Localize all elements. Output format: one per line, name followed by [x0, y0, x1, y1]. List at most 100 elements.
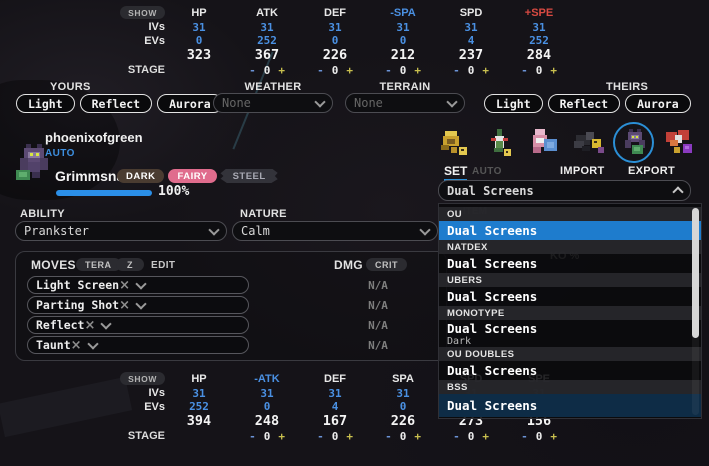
stage-plus-button[interactable]: + — [346, 63, 353, 77]
ev-hp[interactable]: 252 — [189, 400, 209, 413]
type-badge-dark: DARK — [117, 169, 165, 183]
set-auto-toggle[interactable]: AUTO — [472, 166, 502, 177]
ev-spd[interactable]: 4 — [467, 34, 475, 47]
move-select-2[interactable]: Parting Shot × — [27, 296, 249, 314]
dropdown-option-monotype-dual-screens[interactable]: Dual Screens Dark — [439, 320, 701, 347]
stage-minus-button[interactable]: - — [521, 63, 528, 77]
move-select-1[interactable]: Light Screen × — [27, 276, 249, 294]
stage-plus-button[interactable]: + — [550, 429, 557, 443]
player-auto-toggle[interactable]: AUTO — [45, 148, 75, 159]
move-damage-1: N/A — [368, 279, 388, 292]
theirs-label: THEIRS — [606, 81, 649, 93]
import-button[interactable]: IMPORT — [560, 165, 605, 177]
dropdown-option-bss-dual-screens[interactable]: Dual Screens — [439, 394, 701, 417]
stage-value: 0 — [331, 63, 339, 77]
z-move-toggle[interactable]: Z — [116, 258, 144, 271]
yours-reflect-button[interactable]: Reflect — [79, 94, 153, 113]
move-damage-3: N/A — [368, 319, 388, 332]
iv-def[interactable]: 31 — [328, 386, 342, 400]
option-label: Dual Screens — [447, 256, 538, 271]
tera-toggle[interactable]: TERA — [76, 258, 121, 271]
ev-atk[interactable]: 252 — [257, 34, 277, 47]
nature-select[interactable]: Calm — [232, 221, 438, 241]
iv-hp[interactable]: 31 — [192, 386, 206, 400]
pokemon-name: Grimmsnarl — [55, 168, 134, 184]
dropdown-option-natdex-dual-screens[interactable]: Dual Screens — [439, 254, 701, 273]
export-button[interactable]: EXPORT — [628, 165, 676, 177]
stat-header-def: DEF — [324, 372, 346, 385]
team-slot-2[interactable] — [477, 122, 522, 164]
ability-select[interactable]: Prankster — [15, 221, 227, 241]
tab-set[interactable]: SET — [444, 164, 468, 181]
evs-label: EVs — [144, 34, 165, 47]
stage-minus-button[interactable]: - — [385, 429, 392, 443]
ev-def[interactable]: 4 — [331, 400, 339, 413]
stage-plus-button[interactable]: + — [346, 429, 353, 443]
stage-plus-button[interactable]: + — [278, 429, 285, 443]
weather-select[interactable]: None — [213, 93, 333, 113]
clear-move-icon[interactable]: × — [119, 297, 130, 313]
stage-value: 0 — [535, 429, 543, 443]
clear-move-icon[interactable]: × — [119, 277, 130, 293]
stage-minus-button[interactable]: - — [249, 63, 256, 77]
stage-minus-button[interactable]: - — [521, 429, 528, 443]
stage-minus-button[interactable]: - — [317, 63, 324, 77]
yours-light-screen-button[interactable]: Light — [16, 94, 75, 113]
dropdown-group-natdex: NATDEX — [439, 240, 701, 254]
iv-spa[interactable]: 31 — [396, 386, 410, 400]
chevron-down-icon — [446, 95, 458, 108]
theirs-reflect-button[interactable]: Reflect — [547, 94, 621, 113]
stage-value: 0 — [399, 63, 407, 77]
stage-minus-button[interactable]: - — [385, 63, 392, 77]
set-selected-value: Dual Screens — [447, 183, 534, 198]
terrain-select[interactable]: None — [345, 93, 465, 113]
stage-minus-button[interactable]: - — [453, 429, 460, 443]
player-name: phoenixofgreen — [45, 130, 143, 145]
theirs-light-screen-button[interactable]: Light — [484, 94, 543, 113]
iv-def[interactable]: 31 — [328, 20, 342, 34]
iv-spd[interactable]: 31 — [464, 20, 478, 34]
stage-plus-button[interactable]: + — [550, 63, 557, 77]
iv-spe[interactable]: 31 — [532, 20, 546, 34]
move-select-3[interactable]: Reflect × — [27, 316, 249, 334]
team-slot-5[interactable] — [612, 122, 657, 164]
ivs-label: IVs — [148, 21, 165, 33]
stage-plus-button[interactable]: + — [482, 63, 489, 77]
ev-spa[interactable]: 0 — [399, 34, 407, 47]
dropdown-option-ou-dual-screens[interactable]: Dual Screens — [439, 221, 701, 240]
dropdown-option-ubers-dual-screens[interactable]: Dual Screens — [439, 287, 701, 306]
ev-hp[interactable]: 0 — [195, 34, 203, 47]
ev-spa[interactable]: 0 — [399, 400, 407, 413]
dropdown-scrollbar-thumb[interactable] — [692, 208, 699, 338]
stage-minus-button[interactable]: - — [249, 429, 256, 443]
ev-spe[interactable]: 252 — [529, 34, 549, 47]
edit-button[interactable]: EDIT — [151, 260, 176, 271]
clear-move-icon[interactable]: × — [70, 337, 82, 353]
team-slot-4[interactable] — [567, 122, 612, 164]
move-select-4[interactable]: Taunt × — [27, 336, 249, 354]
iv-spa[interactable]: 31 — [396, 20, 410, 34]
iv-hp[interactable]: 31 — [192, 20, 206, 34]
team-slot-3[interactable] — [522, 122, 567, 164]
stage-plus-button[interactable]: + — [278, 63, 285, 77]
stage-minus-button[interactable]: - — [453, 63, 460, 77]
crit-toggle[interactable]: CRIT — [366, 258, 407, 271]
show-toggle[interactable]: SHOW — [120, 6, 165, 19]
stage-plus-button[interactable]: + — [414, 63, 421, 77]
stage-plus-button[interactable]: + — [414, 429, 421, 443]
show-toggle[interactable]: SHOW — [120, 372, 165, 385]
clear-move-icon[interactable]: × — [84, 317, 96, 333]
stage-plus-button[interactable]: + — [482, 429, 489, 443]
theirs-aurora-veil-button[interactable]: Aurora — [625, 94, 691, 113]
iv-atk[interactable]: 31 — [260, 386, 274, 400]
ev-def[interactable]: 0 — [331, 34, 339, 47]
team-slot-1[interactable] — [432, 122, 477, 164]
stage-minus-button[interactable]: - — [317, 429, 324, 443]
stat-header-atk: -ATK — [254, 372, 280, 385]
ev-atk[interactable]: 0 — [263, 400, 271, 413]
dropdown-option-ou-doubles-dual-screens[interactable]: Dual Screens — [439, 361, 701, 380]
set-select[interactable]: Dual Screens — [438, 180, 691, 201]
dropdown-group-monotype: MONOTYPE — [439, 306, 701, 320]
iv-atk[interactable]: 31 — [260, 20, 274, 34]
team-slot-6[interactable] — [657, 122, 702, 164]
